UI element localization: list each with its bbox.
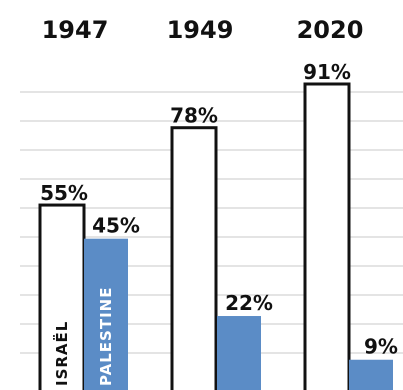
bar-palestine-1949: [217, 316, 261, 390]
bars: [38, 82, 393, 390]
data-label-palestine-1949: 22%: [225, 291, 273, 315]
series-label-israel: ISRAËL: [52, 321, 71, 386]
category-label-1947: 1947: [42, 16, 109, 44]
bar-palestine-1947: [84, 238, 128, 390]
category-label-1949: 1949: [167, 16, 234, 44]
series-label-palestine: PALESTINE: [97, 287, 115, 386]
data-label-israel-1949: 78%: [170, 104, 218, 128]
data-label-israel-1947: 55%: [40, 181, 88, 205]
category-label-2020: 2020: [297, 16, 364, 44]
bar-israel-2020: [303, 82, 351, 390]
data-label-palestine-1947: 45%: [92, 214, 140, 238]
bar-palestine-2020: [349, 359, 393, 390]
bar-israel-1949: [170, 126, 218, 390]
labels: 1947 55%45% 1949 78% 22% 2020 91% 9% ISRAËL PALES…: [40, 16, 398, 386]
data-label-israel-2020: 91%: [303, 60, 351, 84]
data-label-palestine-2020: 9%: [364, 335, 398, 359]
